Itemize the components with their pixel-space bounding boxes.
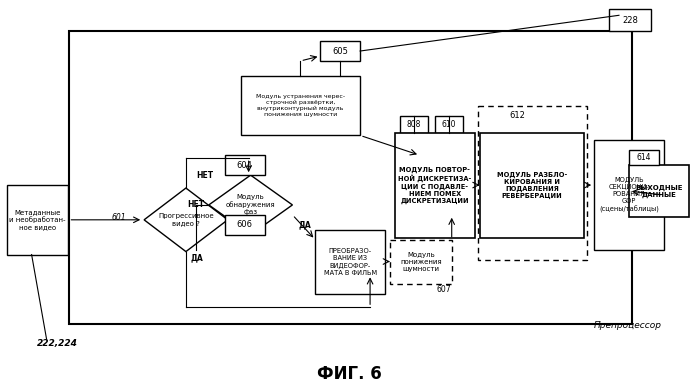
Bar [629, 165, 689, 217]
Bar [400, 116, 428, 133]
Bar [480, 133, 584, 238]
Bar [609, 9, 651, 31]
Bar [629, 150, 658, 165]
Text: 610: 610 [442, 120, 456, 129]
Text: ДА: ДА [298, 220, 311, 229]
Text: 604: 604 [237, 161, 252, 170]
Text: МОДУЛЬ РАЗБЛО-
КИРОВАНИЯ И
ПОДАВЛЕНИЯ
РЕВЕРБЕРАЦИИ: МОДУЛЬ РАЗБЛО- КИРОВАНИЯ И ПОДАВЛЕНИЯ РЕ… [497, 172, 567, 200]
Text: НЕТ: НЕТ [188, 200, 205, 209]
Text: 601: 601 [111, 213, 126, 223]
Bar [225, 155, 264, 175]
Text: Прогрессивное
видео ?: Прогрессивное видео ? [158, 213, 214, 226]
Text: 808: 808 [407, 120, 421, 129]
Polygon shape [209, 175, 292, 235]
Bar [315, 230, 385, 294]
Text: Модуль
понижения
шумности: Модуль понижения шумности [400, 252, 442, 272]
Bar [594, 140, 664, 250]
Text: НЕТ: НЕТ [196, 171, 213, 180]
Text: 607: 607 [437, 285, 452, 294]
Bar [435, 116, 463, 133]
Text: 614: 614 [637, 153, 651, 162]
Text: 606: 606 [237, 220, 252, 229]
Bar [240, 76, 360, 135]
Bar [390, 240, 452, 284]
Bar [69, 31, 632, 324]
Text: ФИГ. 6: ФИГ. 6 [317, 365, 382, 383]
Text: 228: 228 [622, 16, 638, 25]
Bar [395, 133, 475, 238]
Text: Препроцессор: Препроцессор [594, 321, 662, 330]
Text: МОДУЛЬ ПОВТОР-
НОЙ ДИСКРЕТИЗА-
ЦИИ С ПОДАВЛЕ-
НИЕМ ПОМЕХ
ДИСКРЕТИЗАЦИИ: МОДУЛЬ ПОВТОР- НОЙ ДИСКРЕТИЗА- ЦИИ С ПОД… [398, 167, 471, 204]
Text: ПРЕОБРАЗО-
ВАНИЕ ИЗ
ВИДЕОФОР-
МАТА В ФИЛЬМ: ПРЕОБРАЗО- ВАНИЕ ИЗ ВИДЕОФОР- МАТА В ФИЛ… [324, 249, 377, 275]
Bar [477, 106, 587, 259]
Text: МОДУЛЬ
СЕКЦИОНИ-
РОВАНИЯ
GOP
(сцены/таблицы): МОДУЛЬ СЕКЦИОНИ- РОВАНИЯ GOP (сцены/табл… [599, 177, 659, 213]
Bar [7, 185, 69, 254]
Text: 222,224: 222,224 [36, 340, 78, 349]
Text: Модуль устранения черес-
строчной развёртки,
внутриконтурный модуль
понижения шу: Модуль устранения черес- строчной развёр… [256, 94, 345, 117]
Text: ДА: ДА [191, 253, 203, 262]
Polygon shape [144, 188, 228, 252]
Text: 605: 605 [332, 47, 348, 56]
Text: Метаданные
и необработан-
ное видео: Метаданные и необработан- ное видео [9, 209, 66, 230]
Bar [320, 41, 360, 61]
Text: Модуль
обнаружения
фаз: Модуль обнаружения фаз [226, 194, 275, 216]
Text: 612: 612 [510, 110, 526, 119]
Bar [225, 215, 264, 235]
Text: ВЫХОДНЫЕ
ДАННЫЕ: ВЫХОДНЫЕ ДАННЫЕ [635, 184, 682, 198]
